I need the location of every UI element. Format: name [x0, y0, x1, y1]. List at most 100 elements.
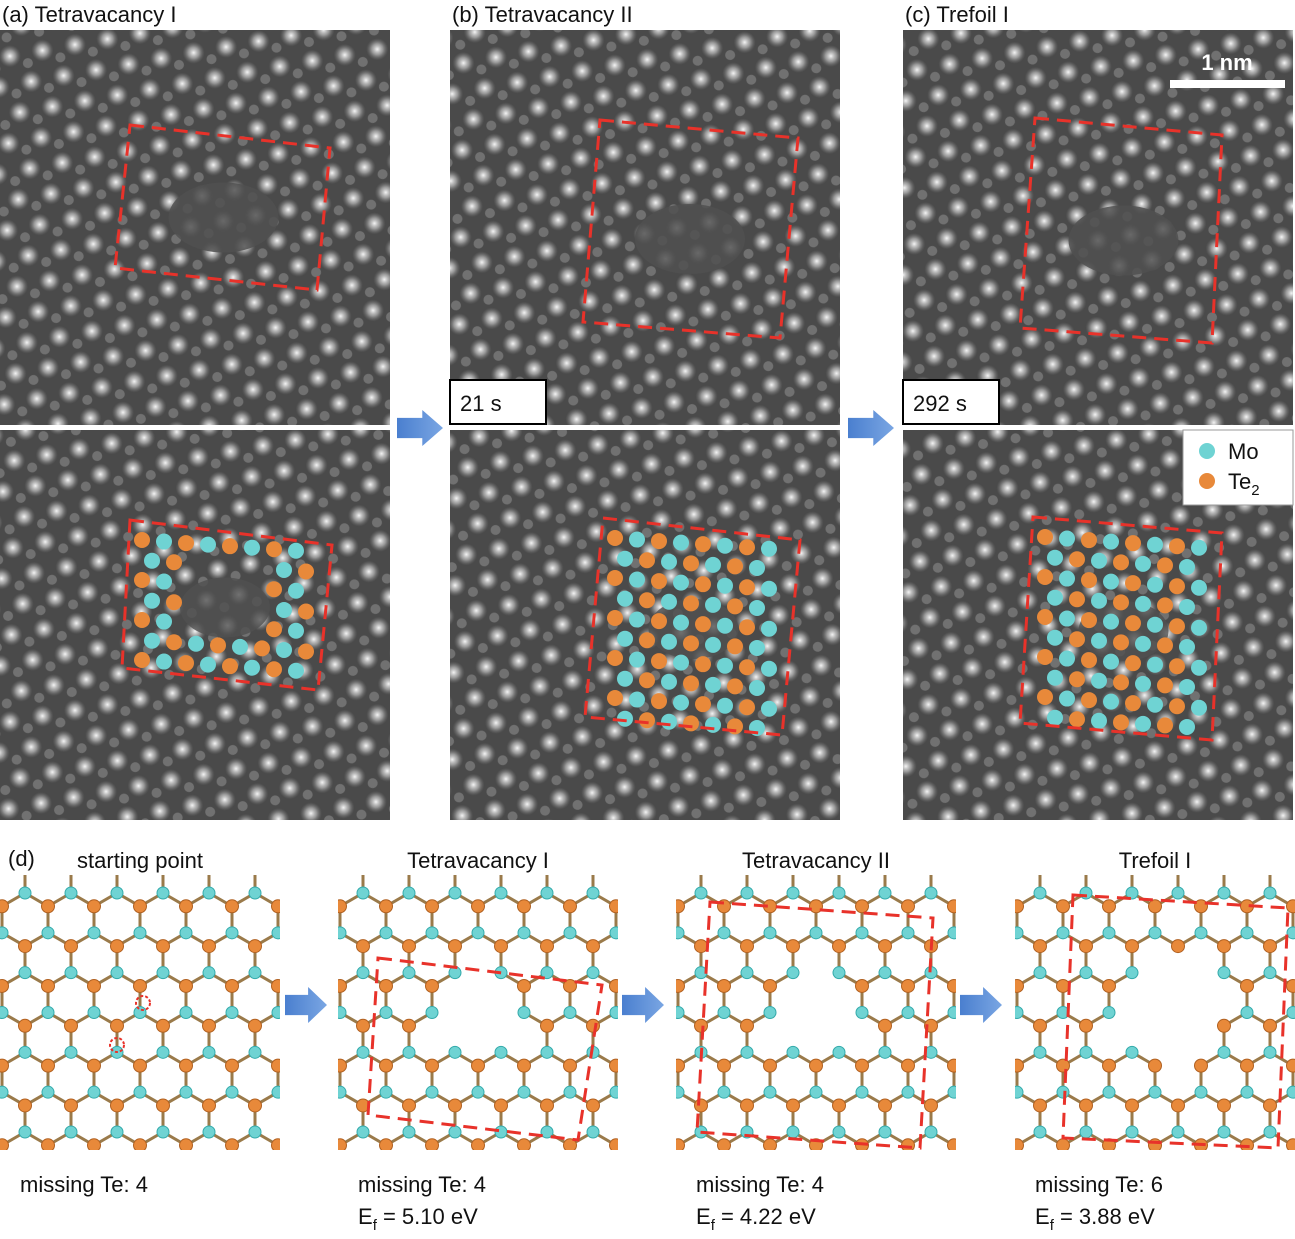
te-atom [656, 1218, 669, 1231]
te-atom [311, 940, 324, 953]
mo-atom [1287, 847, 1295, 859]
atom-marker [288, 543, 304, 559]
mo-atom [525, 1206, 537, 1218]
te-atom [988, 1099, 1001, 1112]
bond [508, 1212, 531, 1225]
bond [931, 1172, 954, 1185]
transition-arrow [848, 410, 894, 446]
te-atom [741, 940, 754, 953]
te-atom [357, 860, 370, 873]
mo-atom [1264, 887, 1276, 899]
atom-marker [1125, 575, 1141, 591]
mo-atom [879, 887, 891, 899]
mo-atom [0, 1086, 8, 1098]
mo-atom [341, 1206, 353, 1218]
atom-marker [629, 572, 645, 588]
atom-marker [166, 554, 182, 570]
atom-marker [1157, 677, 1173, 693]
atom-marker [651, 613, 667, 629]
atom-marker [1103, 534, 1119, 550]
mo-atom [1103, 927, 1115, 939]
mo-atom [902, 927, 914, 939]
mo-atom [988, 887, 1000, 899]
te-atom [380, 900, 393, 913]
bond [1178, 1172, 1201, 1185]
te-atom [88, 900, 101, 913]
bond [301, 1052, 324, 1065]
mo-atom [971, 967, 983, 979]
bond [639, 933, 662, 946]
bond [862, 1212, 885, 1225]
mo-atom [88, 927, 100, 939]
te-atom [856, 979, 869, 992]
mo-atom [541, 887, 553, 899]
te-atom [810, 1059, 823, 1072]
te-atom [1034, 860, 1047, 873]
te-atom [994, 1218, 1007, 1231]
mo-atom [203, 1206, 215, 1218]
te-atom [541, 940, 554, 953]
te-atom [380, 1139, 393, 1152]
te-atom [564, 820, 577, 833]
atom-marker [1091, 713, 1107, 729]
te-atom [988, 860, 1001, 873]
te-atom [134, 900, 147, 913]
bond [232, 1212, 255, 1225]
legend-label: Mo [1228, 439, 1259, 464]
te-atom [1011, 820, 1024, 833]
te-atom [1034, 1099, 1047, 1112]
atom-marker [1169, 578, 1185, 594]
mo-atom [965, 1166, 977, 1178]
te-atom [764, 820, 777, 833]
te-atom [272, 1218, 285, 1231]
te-atom [1195, 1059, 1208, 1072]
bond [0, 1212, 2, 1225]
te-atom [626, 1059, 639, 1072]
bond [1040, 853, 1063, 866]
bond [1247, 1172, 1270, 1185]
bond [524, 1172, 547, 1185]
mo-atom [288, 1086, 300, 1098]
mo-atom [1103, 847, 1115, 859]
atom-marker [188, 636, 204, 652]
mo-atom [787, 1046, 799, 1058]
mo-atom [718, 847, 730, 859]
atom-marker [607, 570, 623, 586]
mo-atom [249, 887, 261, 899]
bond [632, 973, 655, 986]
bond [301, 973, 324, 986]
time-label: 292 s [913, 391, 967, 416]
te-atom [1103, 979, 1116, 992]
te-atom [272, 820, 285, 833]
te-atom [902, 979, 915, 992]
te-atom [649, 1179, 662, 1192]
mo-atom [311, 967, 323, 979]
bond [862, 813, 885, 826]
bond [977, 1132, 1000, 1145]
te-atom [925, 860, 938, 873]
mo-atom [856, 927, 868, 939]
mo-atom [495, 887, 507, 899]
te-atom [994, 820, 1007, 833]
atom-marker [617, 591, 633, 607]
te-atom [42, 1218, 55, 1231]
te-atom [1287, 1059, 1295, 1072]
te-atom [42, 1059, 55, 1072]
atom-marker [739, 699, 755, 715]
bond [593, 1212, 616, 1225]
te-atom [357, 1019, 370, 1032]
bond [294, 1092, 317, 1105]
bond [977, 1172, 1000, 1185]
atom-marker [1125, 655, 1141, 671]
mo-atom [580, 847, 592, 859]
mo-atom [311, 1206, 323, 1218]
te-atom [587, 940, 600, 953]
atom-marker [1113, 634, 1129, 650]
transition-arrow [622, 987, 664, 1023]
te-atom [334, 1059, 347, 1072]
mo-atom [226, 847, 238, 859]
te-atom [633, 1019, 646, 1032]
mo-atom [1149, 1086, 1161, 1098]
te-atom [1057, 820, 1070, 833]
te-atom [948, 1218, 961, 1231]
